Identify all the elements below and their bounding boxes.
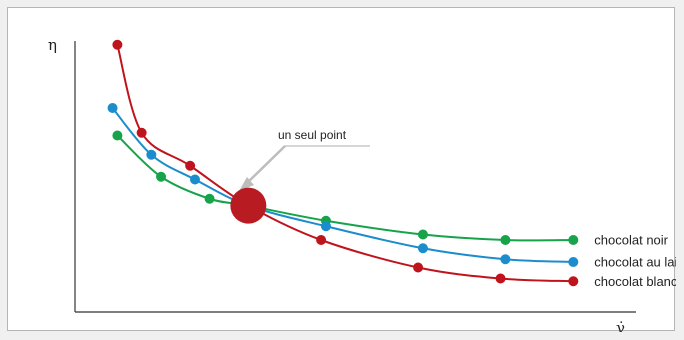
data-point-chocolat-au-lait-0: [107, 103, 118, 113]
legend: chocolat noir chocolat au lait chocolat bl…: [594, 233, 676, 289]
data-point-chocolat-blanc-2: [185, 160, 196, 171]
data-point-chocolat-au-lait-1: [146, 149, 157, 160]
legend-label-chocolat-blanc: chocolat blanc: [594, 274, 676, 289]
data-point-chocolat-noir-2: [204, 193, 215, 204]
y-axis-label: η: [48, 36, 57, 54]
chart-svg: η γ̇ un seul point chocolat noirchocolat…: [48, 36, 676, 332]
data-point-chocolat-blanc-6: [495, 273, 506, 284]
x-axis-label: γ̇: [616, 319, 625, 332]
data-point-chocolat-blanc-0: [112, 39, 123, 50]
series-points: [107, 39, 579, 287]
data-point-chocolat-au-lait-5: [417, 243, 428, 254]
data-point-chocolat-au-lait-4: [320, 221, 331, 232]
data-point-chocolat-blanc-7: [568, 276, 579, 287]
annotation-point: [230, 187, 267, 224]
data-point-chocolat-noir-7: [568, 235, 579, 245]
annotation-arrow: [245, 145, 286, 185]
annotation-text: un seul point: [278, 128, 347, 142]
data-point-chocolat-blanc-4: [316, 235, 327, 245]
data-point-chocolat-noir-5: [417, 229, 428, 240]
data-point-chocolat-blanc-5: [413, 262, 424, 273]
legend-label-chocolat-au-lait: chocolat au lait: [594, 255, 676, 270]
series-line-chocolat-au-lait: [111, 107, 574, 263]
data-point-chocolat-blanc-1: [136, 127, 147, 138]
data-point-chocolat-au-lait-6: [500, 254, 511, 265]
series-line-chocolat-noir: [116, 134, 574, 242]
chart-frame: η γ̇ un seul point chocolat noir chocolat…: [7, 7, 676, 332]
data-point-chocolat-au-lait-7: [568, 257, 579, 267]
data-point-chocolat-noir-0: [112, 130, 123, 141]
series-line-chocolat-blanc: [116, 44, 574, 283]
annotation: un seul point: [230, 128, 370, 224]
axes: η γ̇: [48, 36, 636, 332]
annotation-arrowhead: [239, 177, 254, 191]
data-point-chocolat-au-lait-2: [190, 174, 200, 185]
legend-label-chocolat-noir: chocolat noir: [594, 233, 668, 248]
series-lines: [111, 44, 574, 283]
data-point-chocolat-noir-6: [500, 235, 511, 245]
data-point-chocolat-noir-1: [156, 171, 167, 182]
